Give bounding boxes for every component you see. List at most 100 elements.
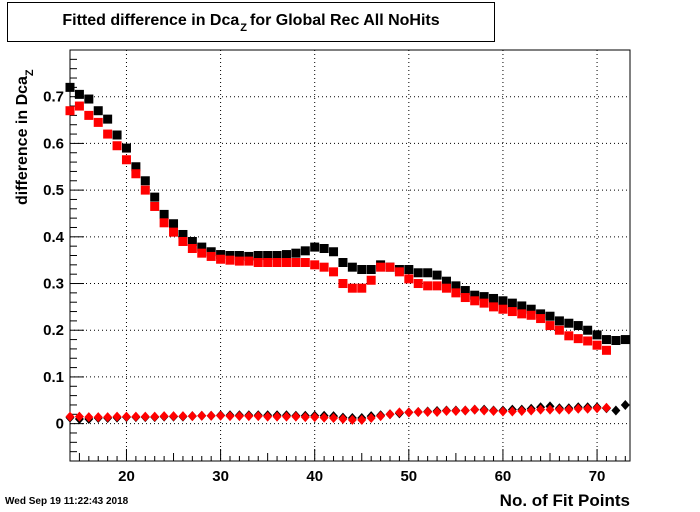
data-point: [121, 143, 131, 153]
x-tick-label: 20: [118, 468, 135, 485]
data-point: [281, 411, 291, 422]
data-point: [404, 407, 414, 418]
data-point: [404, 265, 414, 275]
data-point: [263, 411, 273, 422]
data-point: [611, 336, 621, 346]
data-point: [234, 251, 244, 260]
data-point: [112, 411, 122, 422]
data-point: [263, 258, 273, 268]
y-tick-label: 0.3: [43, 276, 64, 293]
data-point: [489, 302, 499, 312]
data-point: [366, 413, 376, 424]
data-point: [169, 219, 179, 229]
data-point: [404, 274, 414, 284]
data-point: [206, 251, 216, 261]
x-tick-label: 30: [212, 468, 229, 485]
data-point: [234, 411, 244, 422]
x-tick-label: 50: [400, 468, 417, 485]
data-point: [545, 311, 555, 321]
data-point: [498, 304, 508, 314]
data-point: [507, 406, 517, 417]
x-tick-label: 60: [495, 468, 512, 485]
data-point: [338, 258, 348, 268]
x-tick-label: 70: [589, 468, 606, 485]
data-point: [554, 404, 564, 415]
data-point: [300, 258, 310, 268]
data-point: [413, 268, 423, 278]
data-point: [517, 309, 527, 319]
data-point: [564, 318, 574, 328]
data-point: [319, 412, 329, 423]
data-point: [234, 256, 244, 266]
data-point: [460, 405, 470, 416]
data-point: [121, 155, 131, 165]
data-point: [366, 275, 376, 285]
data-point: [601, 335, 611, 345]
y-tick-label: 0.4: [43, 229, 65, 246]
data-point: [244, 251, 254, 261]
data-point: [432, 281, 442, 291]
plot-frame: [69, 49, 631, 462]
data-point: [536, 309, 546, 319]
data-point: [573, 321, 583, 331]
data-point: [310, 242, 320, 252]
data-point: [300, 412, 310, 423]
data-point: [526, 310, 536, 320]
data-point: [507, 307, 517, 317]
data-point: [169, 227, 179, 237]
data-point: [376, 262, 386, 272]
data-point: [441, 283, 451, 293]
y-tick-label: 0.5: [43, 182, 64, 199]
data-point: [479, 405, 489, 416]
data-point: [253, 411, 263, 422]
data-point: [103, 412, 113, 423]
data-point: [554, 316, 564, 326]
data-point: [150, 411, 160, 422]
data-point: [291, 248, 301, 258]
data-point: [291, 411, 301, 422]
data-point: [131, 162, 141, 172]
data-point: [244, 411, 254, 422]
data-point: [216, 410, 226, 421]
data-point: [319, 243, 329, 253]
data-point: [564, 404, 574, 415]
data-point: [517, 301, 527, 311]
data-point: [601, 345, 611, 355]
y-tick-label: 0.2: [43, 322, 64, 339]
data-point: [74, 101, 84, 111]
data-point: [601, 402, 611, 413]
data-point: [253, 251, 263, 260]
data-point: [103, 129, 113, 139]
data-point: [216, 250, 226, 260]
data-point: [432, 270, 442, 280]
data-point: [545, 404, 555, 415]
data-point: [329, 413, 339, 424]
data-point: [583, 336, 593, 346]
data-point: [611, 405, 621, 416]
data-point: [357, 283, 367, 293]
data-point: [329, 267, 339, 277]
data-point: [197, 242, 207, 252]
data-point: [573, 403, 583, 414]
data-point: [65, 411, 75, 422]
data-point: [423, 406, 433, 417]
data-point: [413, 406, 423, 417]
data-point: [498, 406, 508, 417]
data-point: [178, 229, 188, 239]
data-point: [423, 281, 433, 291]
data-point: [140, 176, 150, 186]
data-point: [526, 304, 536, 314]
x-tick-label: 40: [306, 468, 323, 485]
y-tick-label: 0.6: [43, 135, 64, 152]
data-point: [112, 141, 122, 151]
data-point: [272, 251, 282, 260]
data-point: [93, 106, 103, 116]
data-point: [583, 403, 593, 414]
data-point: [329, 247, 339, 257]
data-point: [121, 411, 131, 422]
data-point: [592, 403, 602, 414]
data-point: [140, 185, 150, 195]
data-point: [244, 256, 254, 266]
data-point: [394, 267, 404, 277]
